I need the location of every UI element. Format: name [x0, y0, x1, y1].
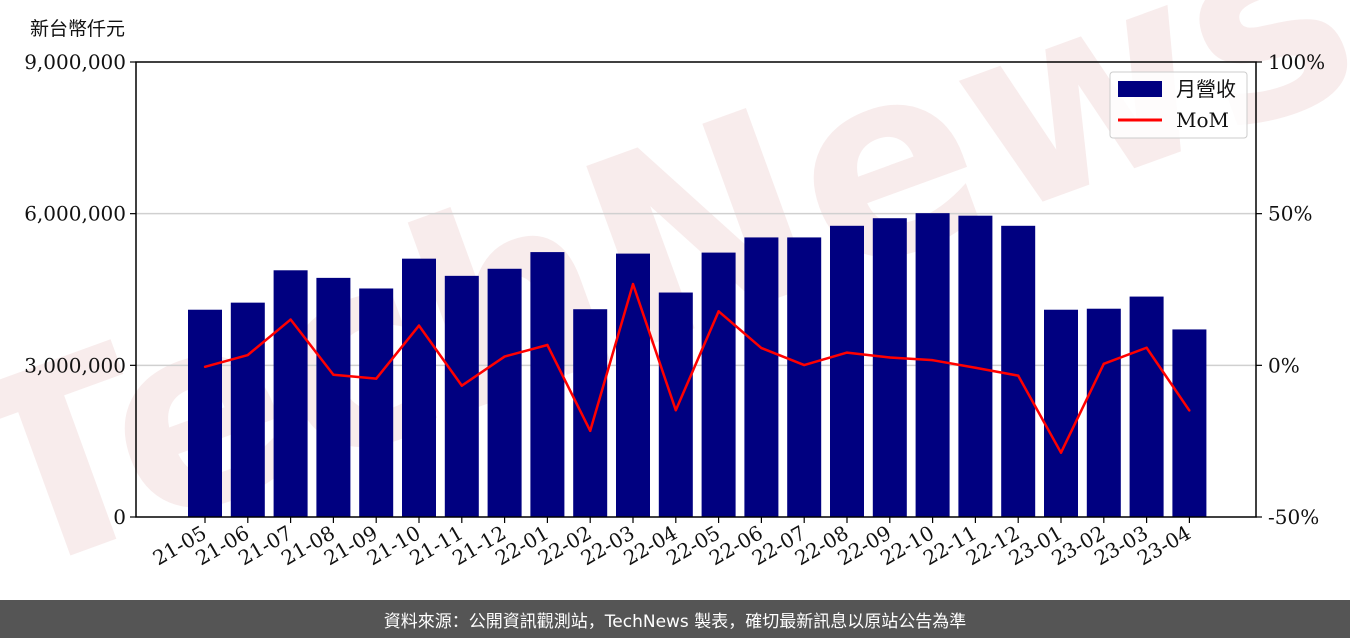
legend: 月營收 MoM — [1109, 71, 1248, 139]
mom-point-21-12 — [503, 355, 506, 358]
mom-point-22-10 — [931, 358, 934, 362]
bar-22-08 — [830, 225, 864, 518]
mom-point-21-09 — [375, 377, 378, 380]
mom-point-22-02 — [589, 429, 592, 433]
bar-21-08 — [316, 277, 351, 517]
mom-point-22-12 — [1017, 374, 1020, 377]
bar-22-04 — [658, 292, 693, 517]
bar-21-11 — [444, 275, 479, 517]
bar-22-12 — [1001, 225, 1036, 518]
revenue-chart: TechNews03,000,0006,000,0009,000,000-50%… — [0, 0, 1350, 600]
mom-point-21-07 — [289, 318, 292, 321]
mom-point-23-02 — [1102, 362, 1106, 366]
mom-line — [204, 282, 1191, 454]
mom-point-22-03 — [631, 282, 635, 286]
bar-22-01 — [530, 252, 565, 518]
bar-21-05 — [188, 309, 222, 517]
left-tick-label: 3,000,000 — [24, 353, 126, 377]
bar-21-12 — [487, 268, 522, 517]
bar-23-01 — [1044, 309, 1078, 517]
mom-point-23-01 — [1059, 451, 1063, 454]
mom-point-21-11 — [460, 384, 463, 387]
mom-point-21-06 — [246, 353, 249, 357]
mom-point-21-05 — [203, 365, 207, 369]
right-tick-label: 100% — [1268, 50, 1325, 74]
bar-22-03 — [616, 253, 650, 517]
left-tick-label: 9,000,000 — [24, 50, 126, 74]
bar-23-02 — [1086, 308, 1121, 517]
bar-23-04 — [1172, 329, 1207, 517]
left-tick-label: 6,000,000 — [24, 202, 126, 226]
mom-point-22-01 — [546, 343, 549, 347]
right-tick-label: 0% — [1268, 353, 1300, 377]
mom-point-21-08 — [332, 373, 335, 376]
mom-point-22-09 — [888, 356, 891, 359]
bar-22-05 — [701, 252, 736, 517]
mom-point-22-08 — [845, 351, 849, 354]
mom-point-22-11 — [974, 366, 977, 369]
mom-point-22-05 — [717, 310, 720, 313]
legend-swatch-bar — [1118, 81, 1162, 97]
bar-21-06 — [230, 302, 265, 517]
mom-point-21-10 — [417, 324, 421, 327]
left-tick-label: 0 — [113, 505, 126, 529]
plot-frame — [135, 61, 1257, 518]
mom-point-22-04 — [674, 409, 677, 412]
mom-point-23-04 — [1188, 409, 1191, 412]
bar-21-09 — [359, 288, 394, 517]
source-footer: 資料來源：公開資訊觀測站，TechNews 製表，確切最新訊息以原站公告為準 — [0, 600, 1350, 638]
bar-22-10 — [915, 213, 950, 517]
y-axis-unit-label: 新台幣仟元 — [30, 18, 126, 40]
mom-point-22-06 — [760, 346, 763, 350]
right-tick-label: -50% — [1268, 505, 1319, 529]
bar-22-02 — [573, 309, 608, 517]
bar-21-10 — [402, 258, 436, 517]
bar-22-09 — [872, 218, 907, 517]
legend-label-mom: MoM — [1176, 108, 1229, 132]
mom-point-22-07 — [803, 363, 806, 367]
bar-23-03 — [1129, 296, 1164, 517]
bar-21-07 — [273, 270, 308, 517]
bar-22-07 — [787, 237, 822, 517]
right-tick-label: 50% — [1268, 202, 1312, 226]
legend-label-revenue: 月營收 — [1176, 77, 1236, 101]
mom-point-23-03 — [1145, 346, 1148, 349]
bar-22-06 — [744, 237, 779, 517]
